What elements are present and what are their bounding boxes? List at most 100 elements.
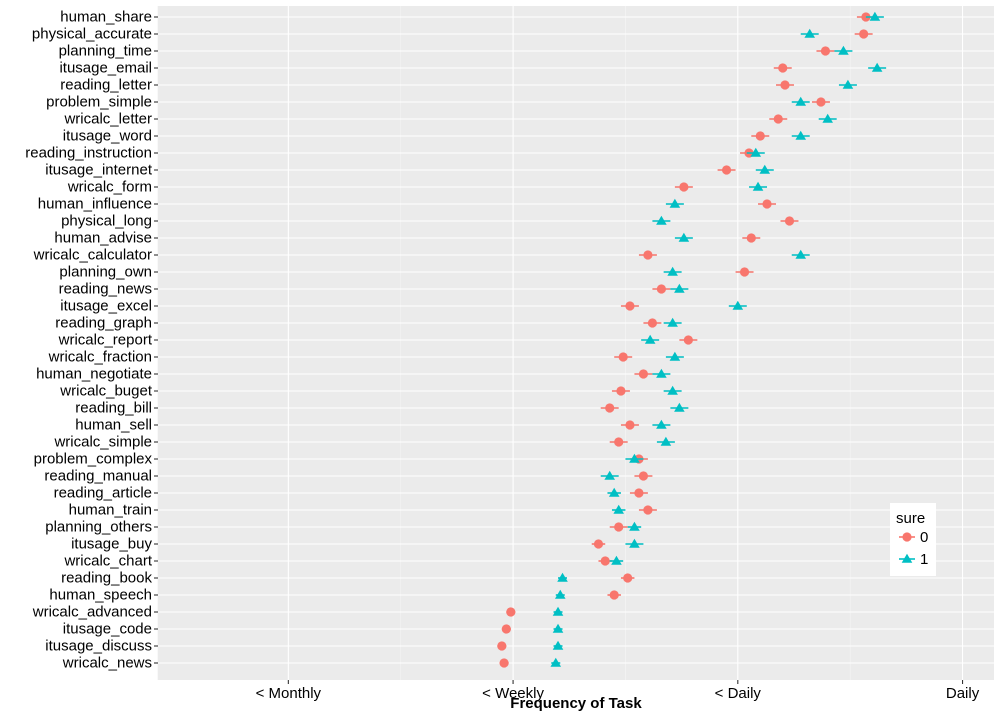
grid-major-x — [287, 6, 964, 680]
data-marks — [497, 11, 887, 668]
y-tick-label: wricalc_letter — [63, 111, 152, 128]
point-series-0 — [820, 46, 831, 56]
y-tick-label: wricalc_form — [67, 179, 152, 196]
point-series-0 — [816, 97, 826, 107]
point-series-0 — [773, 114, 783, 124]
point-series-1 — [604, 470, 615, 480]
point-series-0 — [614, 522, 624, 532]
legend-key-point-0 — [902, 532, 912, 542]
y-tick-label: wricalc_advanced — [32, 604, 152, 621]
y-tick-label: reading_letter — [60, 77, 152, 94]
x-axis-title: Frequency of Task — [510, 695, 642, 712]
point-series-1 — [629, 521, 640, 531]
point-series-1 — [678, 232, 690, 242]
plot-panel — [158, 6, 994, 680]
point-series-1 — [667, 317, 678, 327]
point-series-1 — [613, 504, 624, 514]
point-series-0 — [643, 505, 653, 515]
point-series-0 — [762, 199, 772, 209]
point-series-0 — [683, 335, 693, 345]
y-tick-label: reading_news — [59, 281, 152, 298]
point-series-1 — [644, 334, 656, 344]
point-series-1 — [660, 436, 672, 446]
y-tick-label: human_sell — [75, 417, 152, 434]
y-tick-label: reading_graph — [55, 315, 152, 332]
point-series-1 — [608, 487, 620, 497]
point-series-1 — [552, 623, 564, 633]
point-series-0 — [497, 641, 507, 651]
point-series-1 — [869, 11, 881, 21]
point-series-1 — [732, 300, 744, 310]
point-series-0 — [623, 573, 633, 583]
point-series-0 — [625, 301, 635, 311]
legend-key-point-1 — [901, 553, 913, 563]
y-tick-label: itusage_word — [63, 128, 152, 145]
grid-minor-x — [157, 6, 851, 680]
y-tick-label: itusage_excel — [60, 298, 152, 315]
y-tick-label: wricalc_buget — [59, 383, 153, 400]
point-series-1 — [557, 572, 568, 582]
x-tick-label: < Daily — [715, 685, 762, 702]
point-series-0 — [643, 250, 653, 260]
point-series-1 — [656, 215, 667, 225]
point-series-0 — [593, 539, 604, 549]
point-series-0 — [755, 131, 765, 141]
y-tick-label: human_advise — [54, 230, 152, 247]
y-tick-label: reading_book — [61, 570, 152, 587]
point-series-1 — [674, 283, 685, 293]
point-series-1 — [795, 249, 807, 259]
point-series-1 — [669, 351, 681, 361]
point-series-0 — [506, 607, 516, 617]
point-series-0 — [638, 369, 649, 379]
point-series-0 — [605, 403, 615, 413]
point-series-0 — [746, 233, 756, 243]
x-tick-label: < Monthly — [256, 685, 322, 702]
point-series-1 — [795, 130, 807, 140]
y-tick-label: human_influence — [38, 196, 152, 213]
y-tick-label: planning_time — [59, 43, 152, 60]
y-tick-label: itusage_email — [59, 60, 152, 77]
point-series-1 — [804, 28, 816, 38]
legend-title: sure — [896, 510, 925, 527]
point-series-0 — [778, 63, 788, 73]
point-series-0 — [616, 386, 626, 396]
y-tick-label: physical_accurate — [32, 26, 152, 43]
y-tick-label: itusage_internet — [45, 162, 153, 179]
point-series-1 — [552, 640, 564, 650]
point-series-0 — [499, 658, 509, 668]
point-series-1 — [750, 147, 762, 157]
y-tick-label: wricalc_report — [58, 332, 153, 349]
point-series-1 — [656, 368, 667, 378]
y-tick-label: human_speech — [49, 587, 152, 604]
legend: sure 0 1 — [890, 503, 936, 576]
y-tick-label: wricalc_calculator — [33, 247, 152, 264]
point-series-0 — [625, 420, 635, 430]
y-tick-label: wricalc_simple — [53, 434, 152, 451]
point-series-1 — [822, 113, 833, 123]
point-series-1 — [554, 589, 566, 599]
point-series-0 — [656, 284, 666, 294]
x-tick-label: Daily — [946, 685, 980, 702]
y-tick-label: reading_instruction — [25, 145, 152, 162]
y-tick-label: itusage_buy — [71, 536, 152, 553]
point-series-1 — [629, 538, 640, 548]
legend-keys — [899, 532, 915, 563]
point-series-0 — [721, 165, 732, 175]
point-series-0 — [614, 437, 624, 447]
y-tick-label: reading_article — [54, 485, 152, 502]
point-series-0 — [634, 488, 644, 498]
point-series-0 — [600, 556, 610, 566]
point-series-1 — [669, 198, 681, 208]
point-series-0 — [618, 352, 628, 362]
y-tick-label: human_negotiate — [36, 366, 152, 383]
point-series-1 — [656, 419, 667, 429]
point-series-1 — [629, 453, 640, 463]
y-tick-label: reading_bill — [75, 400, 152, 417]
legend-label-0: 0 — [920, 529, 928, 546]
y-tick-label: planning_others — [45, 519, 152, 536]
point-series-0 — [679, 182, 689, 192]
grid-major-y — [158, 16, 994, 664]
point-series-0 — [501, 624, 511, 634]
point-series-0 — [739, 267, 750, 277]
